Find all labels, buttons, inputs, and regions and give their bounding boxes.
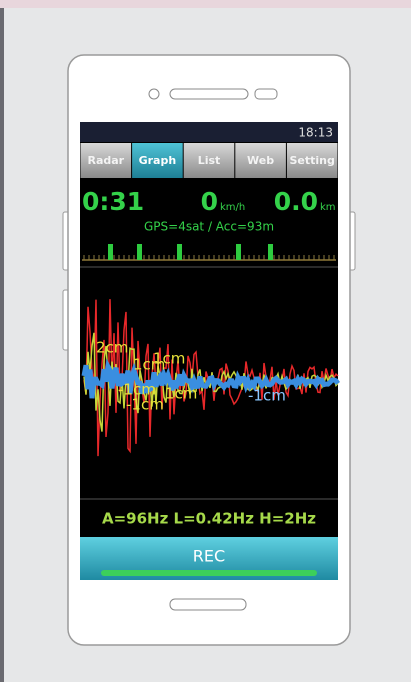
- meter-bar: [108, 244, 113, 260]
- page: 18:13 Radar Graph List Web Setting 0:31 0 km…: [0, 0, 411, 682]
- tab-label: Radar: [87, 154, 124, 167]
- meter-bar: [236, 244, 241, 260]
- amplitude-label: 1cm: [165, 385, 197, 403]
- tab-label: Graph: [139, 154, 177, 167]
- amplitude-label: 1cm: [153, 350, 185, 368]
- top-strip: [0, 0, 411, 8]
- left-edge: [0, 8, 4, 682]
- speed-unit: km/h: [220, 202, 245, 213]
- screenshot: 18:13 Radar Graph List Web Setting 0:31 0 km…: [0, 0, 411, 682]
- meter-bar: [177, 244, 182, 260]
- filters: A=96Hz L=0.42Hz H=2Hz: [102, 510, 316, 528]
- amplitude-label: -1cm: [248, 387, 286, 405]
- tab-label: List: [198, 154, 221, 167]
- amplitude-label: 2cm: [96, 339, 128, 357]
- rec-label: REC: [193, 547, 225, 566]
- gps: GPS=4sat / Acc=93m: [144, 220, 274, 234]
- distance-unit: km: [320, 202, 336, 213]
- meter-bar: [268, 244, 273, 260]
- speed: 0: [201, 187, 218, 216]
- distance: 0.0: [274, 187, 318, 216]
- status-time: 18:13: [298, 126, 333, 140]
- amplitude-label: -1cm: [126, 396, 164, 414]
- meter-bar: [137, 244, 142, 260]
- tab-label: Setting: [290, 154, 335, 167]
- elapsed: 0:31: [82, 187, 144, 216]
- tab-label: Web: [247, 154, 274, 167]
- progress: [101, 570, 317, 576]
